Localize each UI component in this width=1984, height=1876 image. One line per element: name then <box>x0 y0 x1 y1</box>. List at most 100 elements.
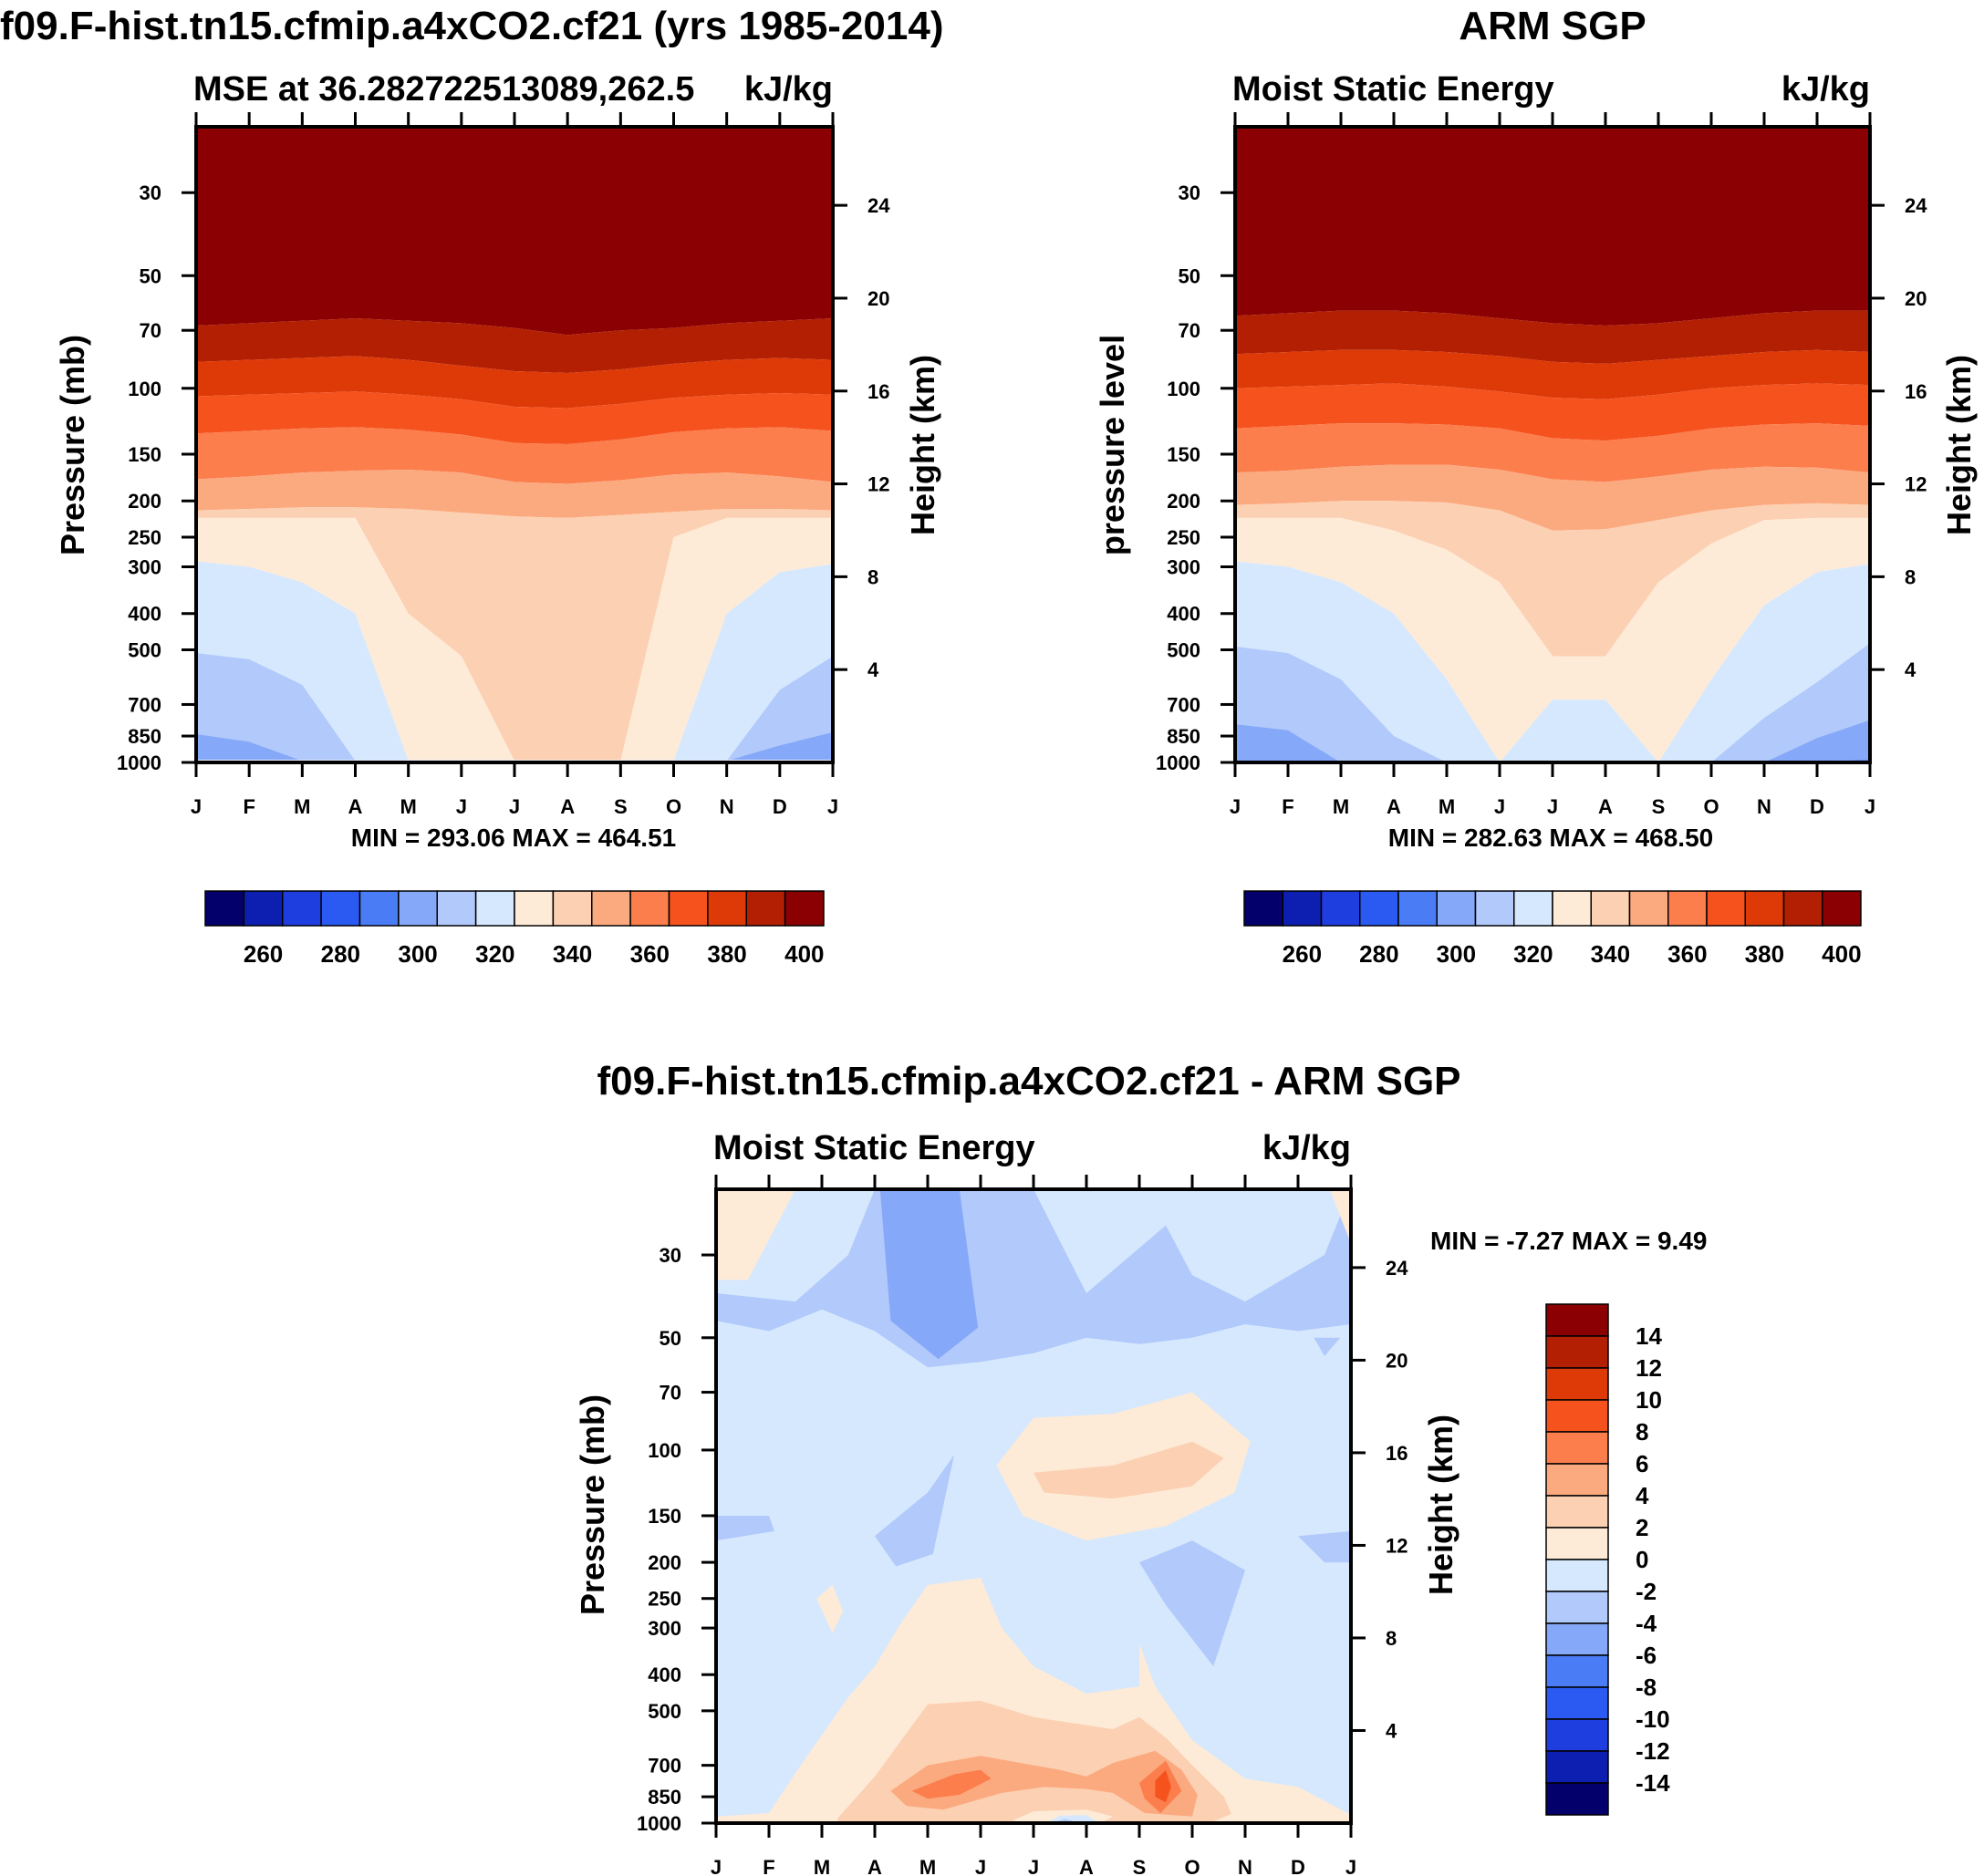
diff-ytick-label: 400 <box>648 1664 681 1686</box>
diff-xtick-label: J <box>975 1856 986 1876</box>
obs-title: ARM SGP <box>1459 4 1646 48</box>
diff-colorbar-label: 6 <box>1636 1450 1648 1477</box>
model-stats: MIN = 293.06 MAX = 464.51 <box>351 824 676 852</box>
diff-colorbar-swatch <box>1545 1303 1609 1337</box>
obs-units: kJ/kg <box>1781 70 1870 109</box>
model-rtick-label: 12 <box>867 473 889 496</box>
obs-band <box>1235 517 1870 762</box>
model-colorbar-label: 320 <box>475 940 514 968</box>
model-band <box>196 356 833 409</box>
model-xtick-label: A <box>560 795 575 818</box>
diff-colorbar-label: 8 <box>1636 1418 1648 1446</box>
obs-colorbar-swatch <box>1706 890 1746 927</box>
model-colorbar: 260 280 300 320 340 360 380 400 <box>204 890 825 968</box>
obs-colorbar-swatch <box>1397 890 1438 927</box>
diff-colorbar-label: 10 <box>1636 1386 1662 1414</box>
diff-colorbar-label: -6 <box>1636 1642 1657 1669</box>
diff-region <box>716 1578 1351 1823</box>
model-xtick-label: M <box>294 795 310 818</box>
diff-colorbar-swatch <box>1545 1495 1609 1529</box>
model-band <box>196 427 833 484</box>
diff-colorbar-swatch <box>1545 1750 1609 1784</box>
obs-colorbar-label: 260 <box>1283 940 1322 968</box>
model-ylabel: Pressure (mb) <box>54 335 91 555</box>
diff-plot-frame <box>714 1187 1353 1825</box>
diff-region <box>1054 1819 1076 1822</box>
obs-colorbar-swatch <box>1474 890 1515 927</box>
diff-region <box>716 1189 795 1280</box>
model-ytick-label: 30 <box>140 181 161 204</box>
obs-xtick-label: O <box>1703 795 1719 818</box>
model-ytick-label: 100 <box>128 378 161 400</box>
diff-colorbar-swatch <box>1545 1591 1609 1624</box>
diff-region <box>816 1584 844 1633</box>
diff-colorbar-label: -10 <box>1636 1705 1670 1733</box>
obs-xtick-label: J <box>1865 795 1875 818</box>
model-band <box>196 731 833 762</box>
model-band <box>196 507 833 762</box>
model-plot-frame <box>194 125 835 764</box>
diff-colorbar: 14 12 10 8 6 4 2 0 -2 -4 -6 -8 -10 -12 -14 <box>1545 1303 1670 1816</box>
obs-colorbar-label: 400 <box>1822 940 1861 968</box>
model-colorbar-swatch <box>745 890 786 927</box>
model-colorbar-swatch <box>707 890 747 927</box>
diff-xtick-label: N <box>1238 1856 1252 1876</box>
diff-ytick-label: 300 <box>648 1617 681 1640</box>
diff-ytick-label: 500 <box>648 1700 681 1723</box>
obs-xtick-label: A <box>1598 795 1613 818</box>
obs-rtick-label: 8 <box>1905 565 1916 588</box>
diff-ytick-label: 50 <box>660 1327 681 1350</box>
model-colorbar-swatch <box>436 890 477 927</box>
model-ytick-label: 50 <box>140 264 161 287</box>
obs-rtick-label: 16 <box>1905 380 1927 403</box>
diff-contour-field <box>716 1189 1351 1823</box>
diff-xtick-label: F <box>763 1856 774 1876</box>
obs-rtick-label: 24 <box>1905 194 1927 217</box>
obs-rtick-label: 4 <box>1905 658 1916 681</box>
model-ytick-label: 150 <box>128 443 161 466</box>
obs-band <box>1235 464 1870 531</box>
diff-ytick-label: 100 <box>648 1439 681 1462</box>
diff-rtick-label: 16 <box>1386 1442 1407 1465</box>
model-colorbar-swatch <box>514 890 555 927</box>
model-band <box>196 561 833 762</box>
diff-ytick-label: 850 <box>648 1786 681 1809</box>
model-colorbar-label: 340 <box>553 940 592 968</box>
diff-colorbar-label: 2 <box>1636 1514 1648 1541</box>
diff-colorbar-label: -14 <box>1636 1769 1670 1797</box>
obs-ytick-label: 300 <box>1167 555 1200 578</box>
diff-colorbar-swatch <box>1545 1527 1609 1560</box>
model-colorbar-label: 300 <box>398 940 437 968</box>
diff-colorbar-swatch <box>1545 1335 1609 1369</box>
obs-band <box>1235 383 1870 441</box>
model-xtick-label: D <box>773 795 787 818</box>
diff-xtick-label: J <box>1028 1856 1039 1876</box>
model-ytick-label: 400 <box>128 603 161 626</box>
diff-colorbar-swatch <box>1545 1399 1609 1433</box>
diff-region <box>890 1750 1198 1817</box>
diff-colorbar-label: -12 <box>1636 1737 1670 1765</box>
obs-band <box>1235 423 1870 482</box>
diff-region <box>716 1516 774 1541</box>
model-colorbar-swatch <box>282 890 322 927</box>
model-colorbar-swatch <box>320 890 361 927</box>
obs-xtick-label: F <box>1282 795 1293 818</box>
diff-rtick-label: 8 <box>1386 1627 1397 1650</box>
obs-band <box>1235 310 1870 364</box>
diff-rtick-label: 24 <box>1386 1257 1408 1280</box>
obs-band <box>1235 349 1870 399</box>
model-colorbar-swatch <box>243 890 284 927</box>
obs-rtick-label: 12 <box>1905 473 1927 496</box>
diff-colorbar-label: 0 <box>1636 1546 1648 1573</box>
model-band <box>196 469 833 518</box>
diff-xtick-label: O <box>1184 1856 1200 1876</box>
model-contour-field <box>196 127 833 762</box>
model-band <box>196 391 833 444</box>
diff-region <box>1314 1337 1341 1356</box>
obs-rtick-label: 20 <box>1905 287 1927 310</box>
diff-region <box>716 1189 1351 1368</box>
model-rtick-label: 20 <box>867 287 889 310</box>
diff-region <box>875 1455 954 1567</box>
obs-colorbar: 260 280 300 320 340 360 380 400 <box>1243 890 1862 968</box>
obs-colorbar-swatch <box>1243 890 1283 927</box>
